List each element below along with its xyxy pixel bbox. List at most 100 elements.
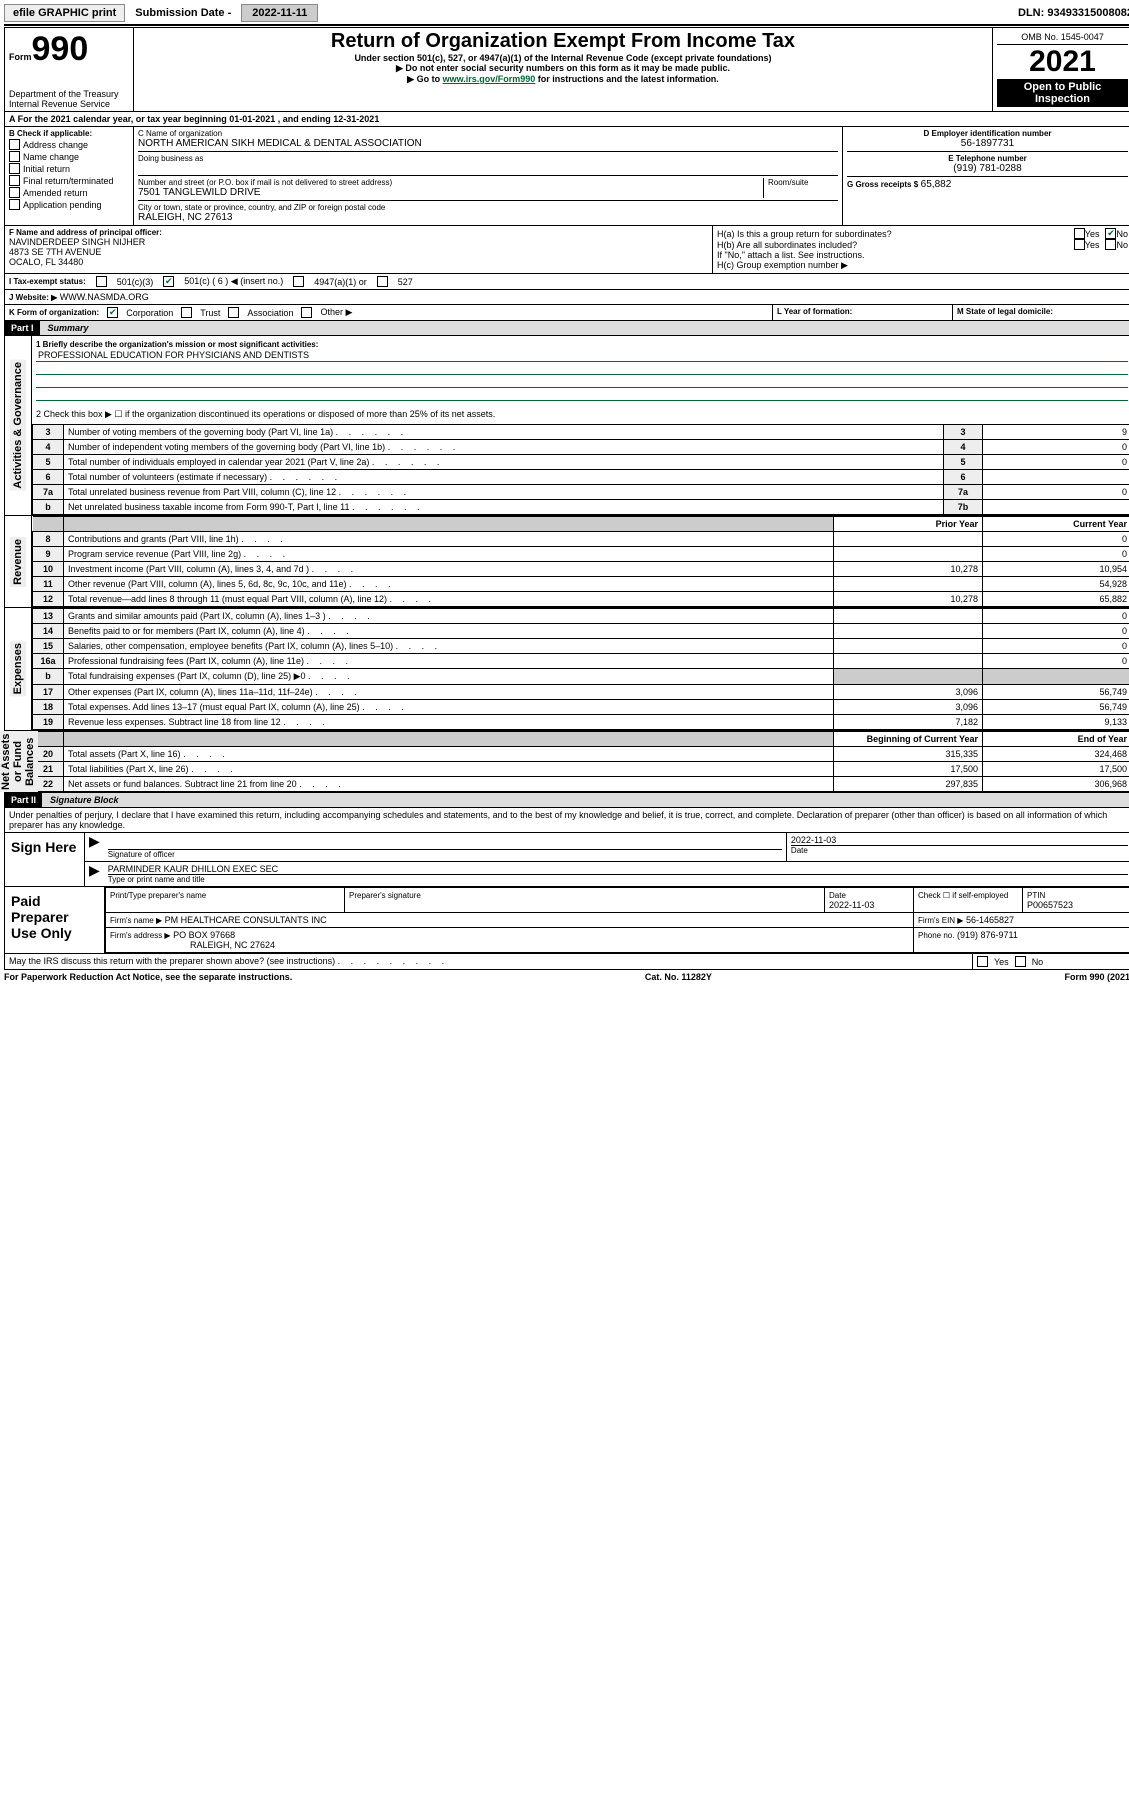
box-j-label: J Website: ▶: [9, 293, 57, 302]
cb-501c3[interactable]: [96, 276, 107, 287]
prior-year-value: [834, 654, 983, 669]
line-num: 18: [33, 700, 64, 715]
prior-year-value: 10,278: [834, 592, 983, 607]
line-desc: Professional fundraising fees (Part IX, …: [64, 654, 834, 669]
name-label: Type or print name and title: [108, 874, 1128, 884]
cb-corporation[interactable]: [107, 307, 118, 318]
city-value: RALEIGH, NC 27613: [138, 212, 838, 223]
website-row: J Website: ▶ WWW.NASMDA.ORG: [4, 290, 1129, 305]
vert-exp: Expenses: [10, 641, 26, 696]
table-row: 21 Total liabilities (Part X, line 26) .…: [33, 762, 1129, 777]
prior-year-value: [834, 609, 983, 624]
hb-yes-checkbox[interactable]: [1074, 239, 1085, 250]
prior-year-value: 7,182: [834, 715, 983, 730]
hb-label: H(b) Are all subordinates included?: [717, 240, 1074, 250]
yes-label: Yes: [1085, 229, 1100, 239]
line-desc: Net unrelated business taxable income fr…: [64, 500, 944, 515]
cb-4947[interactable]: [293, 276, 304, 287]
box-k-label: K Form of organization:: [9, 308, 99, 317]
room-label: Room/suite: [768, 178, 838, 187]
officer-name-title: PARMINDER KAUR DHILLON EXEC SEC: [108, 864, 1128, 874]
hb-note: If "No," attach a list. See instructions…: [717, 250, 1128, 260]
box-l: L Year of formation:: [772, 305, 952, 320]
current-year-value: 17,500: [983, 762, 1129, 777]
table-row: 5 Total number of individuals employed i…: [33, 455, 1129, 470]
subtitle-1: Under section 501(c), 527, or 4947(a)(1)…: [138, 53, 988, 63]
cb-trust[interactable]: [181, 307, 192, 318]
table-row: 16a Professional fundraising fees (Part …: [33, 654, 1129, 669]
cb-application-pending[interactable]: Application pending: [9, 199, 129, 210]
cb-association[interactable]: [228, 307, 239, 318]
subtitle-3: ▶ Go to www.irs.gov/Form990 for instruct…: [138, 74, 988, 85]
cb-name-change[interactable]: Name change: [9, 151, 129, 162]
expenses-table: 13 Grants and similar amounts paid (Part…: [32, 608, 1129, 730]
sign-here-label: Sign Here: [5, 833, 85, 886]
mission-line: [36, 388, 1128, 401]
table-row: 12 Total revenue—add lines 8 through 11 …: [33, 592, 1129, 607]
part1-header: Part I: [5, 321, 40, 335]
efile-print-button[interactable]: efile GRAPHIC print: [4, 4, 125, 22]
firm-addr1: PO BOX 97668: [173, 930, 235, 940]
footer-left: For Paperwork Reduction Act Notice, see …: [4, 972, 292, 982]
cb-initial-return[interactable]: Initial return: [9, 163, 129, 174]
line-desc: Benefits paid to or for members (Part IX…: [64, 624, 834, 639]
opt-4947: 4947(a)(1) or: [314, 277, 367, 287]
page-footer: For Paperwork Reduction Act Notice, see …: [4, 970, 1129, 984]
line-desc: Total number of individuals employed in …: [64, 455, 944, 470]
irs-link[interactable]: www.irs.gov/Form990: [443, 74, 536, 84]
submission-date: 2022-11-11: [241, 4, 318, 22]
table-row: 8 Contributions and grants (Part VIII, l…: [33, 532, 1129, 547]
table-row: 13 Grants and similar amounts paid (Part…: [33, 609, 1129, 624]
prep-date: 2022-11-03: [829, 900, 874, 910]
line-desc: Number of independent voting members of …: [64, 440, 944, 455]
line-desc: Net assets or fund balances. Subtract li…: [64, 777, 834, 792]
cb-final-return[interactable]: Final return/terminated: [9, 175, 129, 186]
cb-other[interactable]: [301, 307, 312, 318]
ha-no-checkbox[interactable]: [1105, 228, 1116, 239]
discuss-no-checkbox[interactable]: [1015, 956, 1026, 967]
line-desc: Total expenses. Add lines 13–17 (must eq…: [64, 700, 834, 715]
officer-group-row: F Name and address of principal officer:…: [4, 226, 1129, 274]
discuss-yes-checkbox[interactable]: [977, 956, 988, 967]
prep-name-label: Print/Type preparer's name: [110, 891, 206, 900]
current-year-value: [983, 669, 1129, 685]
discuss-label: May the IRS discuss this return with the…: [9, 956, 335, 966]
cb-501c[interactable]: [163, 276, 174, 287]
box-f: F Name and address of principal officer:…: [5, 226, 712, 273]
form-header: Form990 Department of the Treasury Inter…: [4, 27, 1129, 112]
line1-label: 1 Briefly describe the organization's mi…: [36, 340, 1128, 349]
line-num: 17: [33, 685, 64, 700]
vert-rev: Revenue: [10, 537, 26, 587]
current-year-value: 54,928: [983, 577, 1129, 592]
opt-assoc: Association: [247, 308, 293, 318]
checkbox-icon: [9, 199, 20, 210]
gross-receipts-label: G Gross receipts $: [847, 180, 918, 189]
cb-label: Initial return: [23, 164, 70, 174]
ein-label: D Employer identification number: [847, 129, 1128, 138]
opt-501c3: 501(c)(3): [117, 277, 154, 287]
line-num: 6: [33, 470, 64, 485]
arrow-icon: ▶: [85, 833, 104, 861]
table-row: 22 Net assets or fund balances. Subtract…: [33, 777, 1129, 792]
hc-label: H(c) Group exemption number ▶: [717, 260, 1128, 271]
box-b-label: B Check if applicable:: [9, 129, 129, 138]
current-year-value: 0: [983, 532, 1129, 547]
cb-527[interactable]: [377, 276, 388, 287]
street-value: 7501 TANGLEWILD DRIVE: [138, 187, 759, 198]
opt-other: Other ▶: [320, 307, 352, 318]
ha-yes-checkbox[interactable]: [1074, 228, 1085, 239]
cb-address-change[interactable]: Address change: [9, 139, 129, 150]
line-desc: Total liabilities (Part X, line 26) . . …: [64, 762, 834, 777]
current-year-value: 324,468: [983, 747, 1129, 762]
line-desc: Other expenses (Part IX, column (A), lin…: [64, 685, 834, 700]
table-row: 6 Total number of volunteers (estimate i…: [33, 470, 1129, 485]
table-row: b Total fundraising expenses (Part IX, c…: [33, 669, 1129, 685]
vert-net: Net Assets or Fund Balances: [0, 731, 38, 792]
box-num: 4: [944, 440, 983, 455]
hb-no-checkbox[interactable]: [1105, 239, 1116, 250]
preparer-label: Paid Preparer Use Only: [5, 887, 105, 953]
cb-amended-return[interactable]: Amended return: [9, 187, 129, 198]
current-year-value: 0: [983, 639, 1129, 654]
yes-label: Yes: [1085, 240, 1100, 250]
line-num: b: [33, 669, 64, 685]
